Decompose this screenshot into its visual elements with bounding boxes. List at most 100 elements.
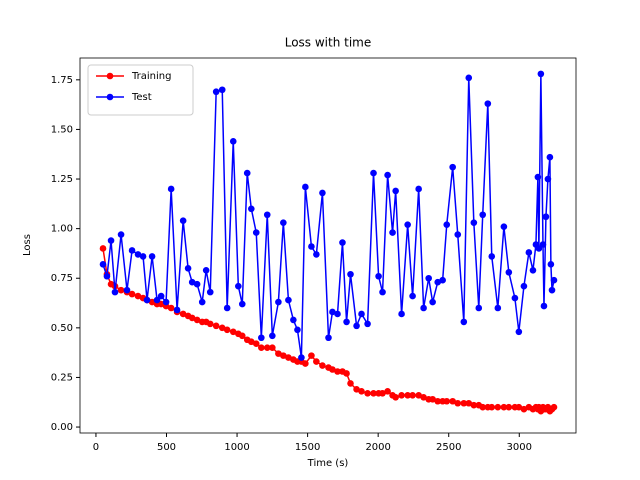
data-point	[157, 292, 165, 300]
data-point	[392, 187, 399, 195]
data-point	[454, 231, 462, 238]
data-point	[439, 276, 446, 284]
data-point	[202, 267, 210, 274]
data-point	[157, 300, 165, 308]
y-tick-label: 1.75	[51, 75, 73, 86]
data-point	[179, 310, 187, 318]
x-tick-label: 3000	[507, 442, 532, 453]
x-tick-label: 500	[157, 442, 176, 453]
data-point	[167, 304, 175, 312]
data-point	[206, 320, 214, 328]
data-point	[252, 340, 260, 348]
data-point	[248, 205, 255, 213]
y-tick-label: 1.50	[51, 124, 73, 135]
data-point	[139, 253, 147, 260]
data-point	[218, 86, 226, 94]
data-point	[488, 403, 496, 411]
data-point	[550, 276, 558, 284]
legend-marker	[106, 72, 114, 80]
data-point	[434, 397, 442, 405]
data-point	[484, 100, 492, 107]
data-point	[540, 302, 548, 310]
data-point	[107, 237, 115, 244]
data-point	[384, 388, 391, 395]
data-point	[537, 70, 545, 78]
data-point	[329, 308, 336, 316]
y-tick-label: 0.75	[51, 273, 73, 284]
data-point	[392, 393, 399, 401]
data-point	[370, 169, 377, 177]
data-point	[313, 358, 320, 365]
data-point	[173, 306, 181, 314]
x-axis-label: Time (s)	[307, 458, 349, 469]
data-point	[167, 185, 175, 193]
chart-title: Loss with time	[285, 36, 372, 50]
data-point	[275, 298, 282, 306]
data-point	[128, 290, 136, 298]
data-point	[334, 368, 341, 375]
data-point	[179, 217, 187, 224]
data-point	[280, 352, 287, 359]
x-tick-label: 1000	[224, 442, 249, 453]
data-point	[258, 344, 265, 351]
data-point	[212, 88, 220, 96]
data-point	[443, 397, 451, 405]
data-point	[162, 298, 170, 306]
data-point	[269, 344, 276, 351]
data-point	[500, 223, 508, 230]
data-point	[248, 338, 255, 346]
data-point	[111, 288, 119, 296]
data-point	[409, 292, 416, 300]
data-point	[420, 393, 427, 401]
data-point	[334, 310, 341, 318]
data-point	[193, 280, 201, 288]
data-point	[134, 292, 142, 300]
data-point	[550, 403, 558, 411]
data-point	[128, 247, 136, 254]
data-point	[465, 399, 473, 407]
data-point	[420, 304, 427, 312]
data-point	[329, 366, 336, 373]
data-point	[223, 304, 231, 312]
data-point	[308, 352, 315, 359]
data-point	[339, 239, 346, 246]
data-point	[370, 390, 377, 397]
data-point	[544, 175, 552, 183]
data-point	[379, 288, 386, 296]
data-point	[534, 173, 542, 181]
data-point	[364, 320, 371, 328]
data-point	[429, 395, 436, 403]
data-point	[188, 278, 196, 286]
data-point	[404, 392, 411, 399]
y-tick-label: 1.25	[51, 174, 73, 185]
data-point	[347, 380, 354, 387]
data-point	[546, 153, 554, 161]
data-point	[384, 171, 391, 179]
data-point	[285, 354, 292, 361]
data-point	[505, 268, 513, 276]
y-tick-label: 0.50	[51, 323, 73, 334]
legend-marker	[106, 93, 114, 101]
data-point	[515, 403, 523, 411]
data-point	[263, 344, 271, 351]
data-point	[500, 403, 508, 411]
data-point	[99, 245, 107, 252]
data-point	[148, 298, 156, 306]
legend-box	[87, 64, 194, 116]
data-point	[269, 332, 276, 340]
data-point	[212, 322, 220, 330]
data-point	[389, 229, 396, 236]
data-point	[364, 390, 371, 397]
data-point	[218, 324, 226, 332]
data-point	[479, 403, 487, 411]
data-point	[319, 362, 326, 369]
data-point	[148, 253, 156, 260]
data-point	[470, 219, 478, 226]
data-point	[547, 261, 555, 268]
data-point	[404, 221, 411, 228]
data-point	[475, 304, 483, 312]
data-point	[188, 314, 196, 322]
data-point	[290, 316, 297, 324]
data-point	[302, 183, 309, 191]
